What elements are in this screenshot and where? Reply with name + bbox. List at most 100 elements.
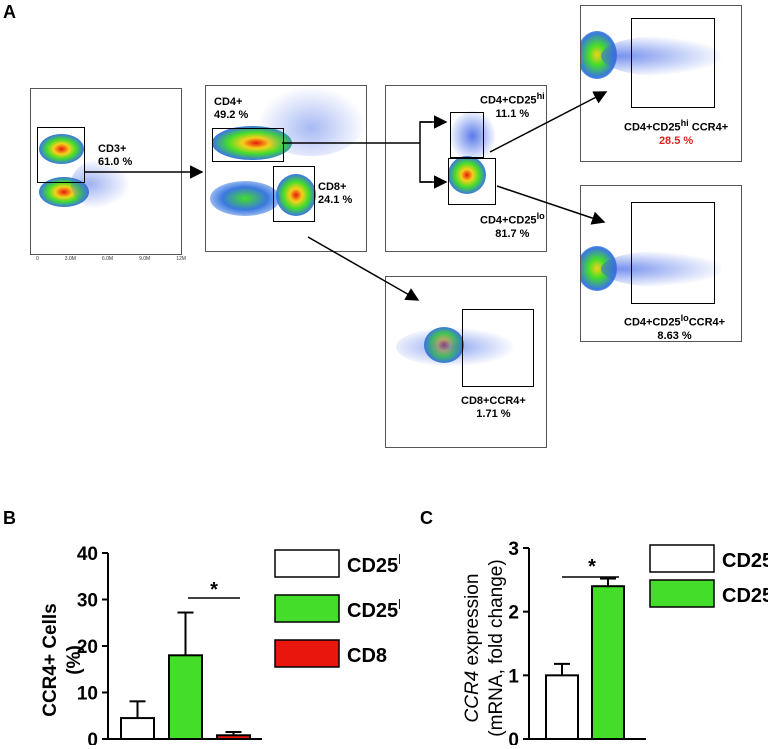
b-legend-base: CD8 <box>347 645 387 667</box>
flow-plot-cd4-cd8 <box>205 85 367 252</box>
b-legend-label: CD25lo <box>347 551 400 577</box>
c-legend-label: CD25lo <box>722 546 768 572</box>
gate-label-cd25-hi: CD4+CD25hi 11.1 % <box>480 90 545 121</box>
b-ytick-label: 10 <box>77 684 98 705</box>
gate-ccr4-lo[interactable] <box>631 202 715 304</box>
b-legend-sup: lo <box>398 551 400 567</box>
c-significance-star: * <box>588 556 596 578</box>
cd3-xtick: 9.0M <box>139 256 151 262</box>
gate-label-ccr4-hi: CD4+CD25hi CCR4+ 28.5 % <box>624 117 728 148</box>
cd25-lo-base: CD4+CD25 <box>480 214 537 227</box>
ccr4-hi-pre: CD4+CD25 <box>624 121 681 134</box>
ccr4-lo-sup: lo <box>680 313 689 323</box>
c-legend-swatch <box>649 579 715 608</box>
cd4-name: CD4+ <box>214 96 243 108</box>
cd3-xtick: 3.0M <box>64 256 76 262</box>
cd3-xtick: 6.0M <box>101 256 114 262</box>
c-ylabel-italic: CCR4 <box>462 671 483 723</box>
gate-cd3[interactable] <box>37 127 85 183</box>
c-legend-label: CD25hi <box>722 581 768 607</box>
gate-label-cd3: CD3+ 61.0 % <box>98 143 132 169</box>
b-bar-cd25lo <box>120 717 155 740</box>
gate-label-cd8-ccr4: CD8+CCR4+ 1.71 % <box>461 395 526 421</box>
population-double-negative <box>210 181 280 216</box>
b-legend-label: CD8 <box>347 645 387 667</box>
population-cd4 <box>212 126 292 160</box>
cd8-ccr4-name: CD8+CCR4+ <box>461 395 526 407</box>
b-legend-base: CD25 <box>347 600 398 622</box>
gate-cd4[interactable] <box>212 128 284 162</box>
cd3-name: CD3+ <box>98 143 127 155</box>
population-cd3-tail <box>71 159 131 209</box>
b-ytick-label: 40 <box>77 544 98 565</box>
b-legend-label: CD25hi <box>347 596 400 622</box>
c-ylabel-line2: (mRNA, fold change) <box>486 559 507 736</box>
c-legend-swatch <box>649 544 715 573</box>
c-ytick-label: 1 <box>508 666 519 687</box>
gate-cd25-lo[interactable] <box>448 158 496 205</box>
population-cd25-lo <box>448 156 486 194</box>
b-legend-swatch <box>274 639 340 668</box>
ccr4-hi-pct: 28.5 % <box>658 134 694 147</box>
gate-cd25-hi[interactable] <box>450 112 484 158</box>
population-cd8 <box>276 174 316 216</box>
population-cd25-hi <box>450 111 495 161</box>
population-cd3-upper <box>39 134 84 164</box>
b-ytick-label: 30 <box>77 591 98 612</box>
c-ylabel-rest: expression <box>462 574 483 671</box>
cd8-pct: 24.1 % <box>318 194 353 206</box>
b-legend-sup: hi <box>398 596 400 612</box>
cd25-hi-pct: 11.1 % <box>495 107 530 120</box>
population-diagonal <box>256 86 366 156</box>
cd8-ccr4-pct: 1.71 % <box>476 408 511 420</box>
gate-cd8[interactable] <box>273 166 315 222</box>
b-ytick-label: 20 <box>77 637 98 658</box>
panel-letter-b: B <box>3 508 16 528</box>
b-ylabel-line1: CCR4+ Cells <box>40 603 61 717</box>
ccr4-lo-pre: CD4+CD25 <box>624 316 681 329</box>
b-ytick-label: 0 <box>87 730 98 745</box>
b-bar-cd25hi <box>168 654 203 740</box>
gate-label-cd8: CD8+ 24.1 % <box>318 181 352 207</box>
cd3-xtick: 0 <box>36 256 39 262</box>
population-ccr4-lo-tail <box>601 251 721 287</box>
panel-letter-c: C <box>420 508 433 528</box>
c-legend-base: CD25 <box>722 550 768 572</box>
cd4-pct: 49.2 % <box>214 109 249 121</box>
cd3-xtick: 12M <box>176 256 186 262</box>
c-ylabel-line1: CCR4 expression <box>462 574 483 723</box>
flow-plot-ccr4-hi <box>580 5 742 162</box>
c-ytick-label: 2 <box>508 603 519 624</box>
c-legend-base: CD25 <box>722 585 768 607</box>
flow-plot-cd3 <box>30 88 182 255</box>
gate-ccr4-hi[interactable] <box>631 18 715 108</box>
flow-plot-ccr4-lo <box>580 185 742 342</box>
cd25-hi-base: CD4+CD25 <box>480 94 537 107</box>
gate-label-cd4: CD4+ 49.2 % <box>214 96 248 122</box>
population-cd8-ccr4-tail <box>396 327 516 367</box>
ccr4-lo-post: CCR4+ <box>688 316 726 329</box>
cd25-lo-sup: lo <box>536 211 545 221</box>
b-legend-swatch <box>274 594 340 623</box>
chart-c: 0 1 2 3 CD25lo CD25hi * CCR4 expression (mRN… <box>462 539 768 745</box>
flow-plot-cd8-ccr4 <box>385 276 547 448</box>
cd8-name: CD8+ <box>318 181 347 193</box>
panel-letter-a: A <box>3 2 16 22</box>
cd3-pct: 61.0 % <box>98 156 133 168</box>
gate-cd8-ccr4[interactable] <box>462 309 534 387</box>
b-legend-swatch <box>274 549 340 578</box>
ccr4-hi-sup: hi <box>680 118 689 128</box>
c-bar-cd25hi <box>591 585 625 740</box>
cd3-xticks: 0 3.0M 6.0M 9.0M 12M <box>36 256 186 262</box>
c-ytick-label: 3 <box>508 539 519 560</box>
ccr4-hi-post: CCR4+ <box>688 121 729 134</box>
c-bar-cd25lo <box>545 674 579 740</box>
ccr4-lo-pct: 8.63 % <box>657 329 692 342</box>
gate-label-ccr4-lo: CD4+CD25loCCR4+ 8.63 % <box>624 312 725 343</box>
c-ytick-label: 0 <box>508 730 519 745</box>
population-ccr4-hi-tail <box>601 36 721 76</box>
b-significance-star: * <box>210 579 218 601</box>
gate-label-cd25-lo: CD4+CD25lo 81.7 % <box>480 210 545 241</box>
cd25-hi-sup: hi <box>536 91 545 101</box>
